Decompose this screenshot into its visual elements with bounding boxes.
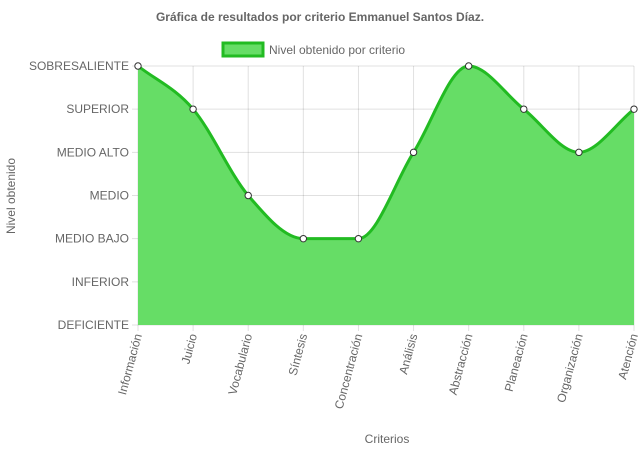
chart-title: Gráfica de resultados por criterio Emman…: [156, 10, 484, 24]
data-point[interactable]: [630, 105, 638, 113]
x-tick-label: Organización: [554, 332, 586, 404]
plot-area: [134, 62, 638, 325]
x-tick-label: Vocabulario: [225, 332, 255, 397]
y-axis-title: Nivel obtenido: [4, 158, 18, 234]
x-tick-label: Atención: [615, 332, 639, 381]
legend-label: Nivel obtenido por criterio: [269, 43, 405, 57]
data-point[interactable]: [244, 191, 252, 200]
y-axis: DEFICIENTE INFERIOR MEDIO BAJO MEDIO MEDIO A…: [29, 59, 129, 332]
data-point[interactable]: [520, 105, 528, 113]
data-point[interactable]: [189, 105, 197, 113]
legend[interactable]: Nivel obtenido por criterio: [221, 41, 405, 58]
data-point[interactable]: [134, 62, 142, 70]
data-point[interactable]: [409, 148, 418, 157]
x-tick-label: Información: [115, 332, 145, 396]
y-tick-label: MEDIO ALTO: [57, 145, 129, 159]
y-tick-label: SOBRESALIENTE: [29, 59, 129, 73]
x-axis: Información Juicio Vocabulario Síntesis Conc…: [115, 332, 639, 411]
x-tick-label: Abstracción: [446, 332, 476, 396]
data-point[interactable]: [354, 234, 363, 243]
series-line: [137, 64, 635, 241]
x-tick-label: Concentración: [332, 332, 366, 410]
y-tick-label: DEFICIENTE: [58, 318, 129, 332]
y-tick-label: MEDIO BAJO: [55, 232, 129, 246]
data-point[interactable]: [464, 62, 473, 70]
y-tick-label: MEDIO: [90, 189, 129, 203]
x-tick-label: Síntesis: [286, 332, 311, 377]
x-tick-label: Juicio: [179, 332, 201, 366]
series-area-fill: [138, 66, 634, 325]
y-tick-label: INFERIOR: [72, 275, 130, 289]
data-point[interactable]: [299, 234, 308, 243]
x-tick-label: Planeación: [502, 332, 531, 393]
data-point[interactable]: [575, 148, 583, 157]
x-axis-title: Criterios: [365, 432, 410, 446]
y-tick-label: SUPERIOR: [66, 102, 129, 116]
legend-swatch: [221, 41, 265, 58]
x-tick-label: Análisis: [396, 332, 420, 376]
